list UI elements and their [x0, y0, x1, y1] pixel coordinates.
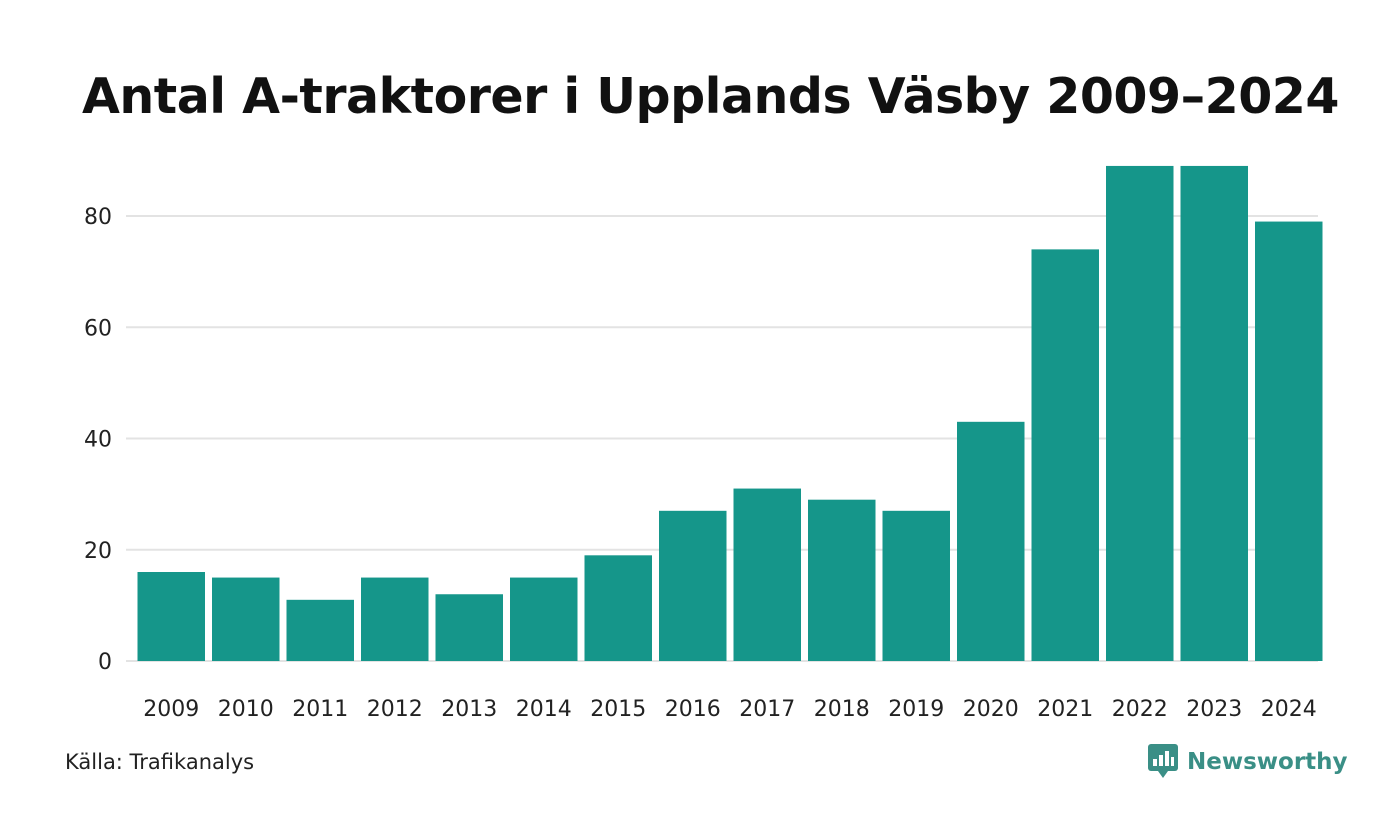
- y-tick-label: 40: [84, 428, 112, 453]
- x-category-label: 2017: [739, 697, 795, 722]
- bar-2024: [1255, 221, 1323, 661]
- x-category-label: 2015: [590, 697, 646, 722]
- bar-2016: [659, 510, 727, 661]
- bar-2020: [957, 421, 1025, 661]
- bars: [137, 165, 1323, 661]
- bar-2013: [435, 594, 503, 661]
- chart-title: Antal A-traktorer i Upplands Väsby 2009–…: [82, 68, 1340, 125]
- y-tick-label: 80: [84, 205, 112, 230]
- x-category-label: 2020: [963, 697, 1019, 722]
- bar-2018: [808, 499, 876, 661]
- source-note: Källa: Trafikanalys: [65, 750, 255, 774]
- bar-2015: [584, 555, 652, 661]
- y-tick-label: 20: [84, 539, 112, 564]
- brand-logo: Newsworthy: [1148, 744, 1348, 780]
- x-category-label: 2012: [367, 697, 423, 722]
- x-category-label: 2016: [665, 697, 721, 722]
- bar-2022: [1106, 165, 1174, 661]
- bar-2010: [212, 577, 280, 661]
- bar-2021: [1031, 249, 1099, 661]
- x-category-label: 2024: [1261, 697, 1317, 722]
- newsworthy-logo-icon: [1148, 744, 1178, 778]
- bar-2023: [1180, 165, 1248, 661]
- x-category-label: 2022: [1112, 697, 1168, 722]
- x-category-label: 2019: [888, 697, 944, 722]
- x-category-label: 2021: [1037, 697, 1093, 722]
- x-category-label: 2009: [143, 697, 199, 722]
- bar-2019: [882, 510, 950, 661]
- x-category-label: 2013: [441, 697, 497, 722]
- bar-2017: [733, 488, 801, 661]
- x-category-label: 2014: [516, 697, 572, 722]
- y-tick-label: 0: [98, 650, 112, 675]
- x-category-label: 2018: [814, 697, 870, 722]
- x-category-label: 2010: [218, 697, 274, 722]
- bar-2011: [286, 599, 354, 661]
- bar-2014: [510, 577, 578, 661]
- x-category-label: 2011: [292, 697, 348, 722]
- y-tick-label: 60: [84, 316, 112, 341]
- brand-name: Newsworthy: [1187, 749, 1348, 775]
- bar-2012: [361, 577, 429, 661]
- y-axis-tick-labels: 0 20 40 60 80: [84, 205, 112, 675]
- bar-2009: [137, 572, 205, 661]
- x-category-label: 2023: [1186, 697, 1242, 722]
- x-axis-category-labels: 2009 2010 2011 2012 2013 2014 2015 2016 2017 2018…: [143, 697, 1317, 722]
